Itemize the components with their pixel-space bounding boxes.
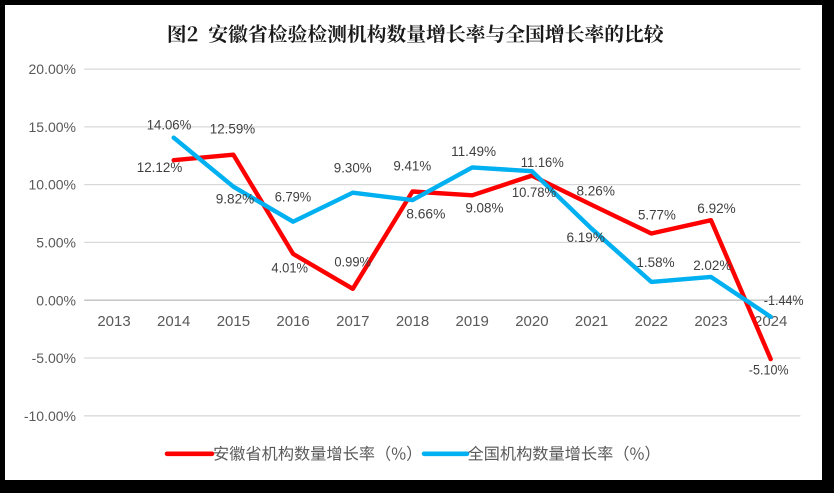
svg-text:0.00%: 0.00% [36, 292, 76, 308]
svg-text:10.00%: 10.00% [29, 177, 76, 193]
svg-text:4.01%: 4.01% [271, 260, 308, 276]
svg-text:2018: 2018 [396, 313, 429, 330]
svg-text:2019: 2019 [456, 313, 489, 330]
svg-text:9.30%: 9.30% [334, 160, 372, 176]
svg-text:8.26%: 8.26% [576, 183, 615, 199]
svg-text:5.77%: 5.77% [638, 206, 676, 222]
svg-text:6.92%: 6.92% [697, 200, 735, 216]
svg-text:11.16%: 11.16% [521, 154, 564, 170]
svg-text:1.58%: 1.58% [636, 254, 674, 270]
svg-text:10.78%: 10.78% [512, 184, 556, 200]
svg-text:9.41%: 9.41% [393, 157, 431, 173]
svg-text:2020: 2020 [515, 313, 548, 330]
svg-text:2023: 2023 [694, 313, 727, 330]
svg-text:2.02%: 2.02% [693, 257, 731, 273]
svg-text:2022: 2022 [635, 313, 668, 330]
svg-text:2013: 2013 [97, 313, 130, 330]
svg-text:2021: 2021 [575, 313, 608, 330]
svg-text:2024: 2024 [754, 313, 787, 330]
svg-text:8.66%: 8.66% [406, 205, 445, 221]
svg-text:15.00%: 15.00% [29, 119, 76, 135]
svg-text:-5.00%: -5.00% [32, 350, 76, 366]
svg-text:0.99%: 0.99% [334, 254, 371, 270]
svg-text:-5.10%: -5.10% [749, 362, 789, 378]
svg-text:6.19%: 6.19% [566, 229, 605, 245]
svg-text:11.49%: 11.49% [451, 143, 496, 159]
svg-text:12.12%: 12.12% [137, 159, 183, 175]
svg-text:2016: 2016 [276, 313, 309, 330]
svg-text:6.79%: 6.79% [275, 188, 312, 204]
svg-text:9.08%: 9.08% [465, 200, 503, 216]
svg-text:2015: 2015 [217, 313, 250, 330]
svg-text:-1.44%: -1.44% [764, 292, 804, 308]
svg-text:-10.00%: -10.00% [24, 408, 76, 424]
svg-text:2017: 2017 [336, 313, 369, 330]
svg-text:9.82%: 9.82% [216, 191, 255, 207]
svg-text:2014: 2014 [157, 313, 190, 330]
svg-text:14.06%: 14.06% [147, 116, 192, 132]
svg-text:5.00%: 5.00% [36, 235, 76, 251]
svg-text:12.59%: 12.59% [210, 121, 255, 137]
svg-text:20.00%: 20.00% [29, 61, 76, 77]
